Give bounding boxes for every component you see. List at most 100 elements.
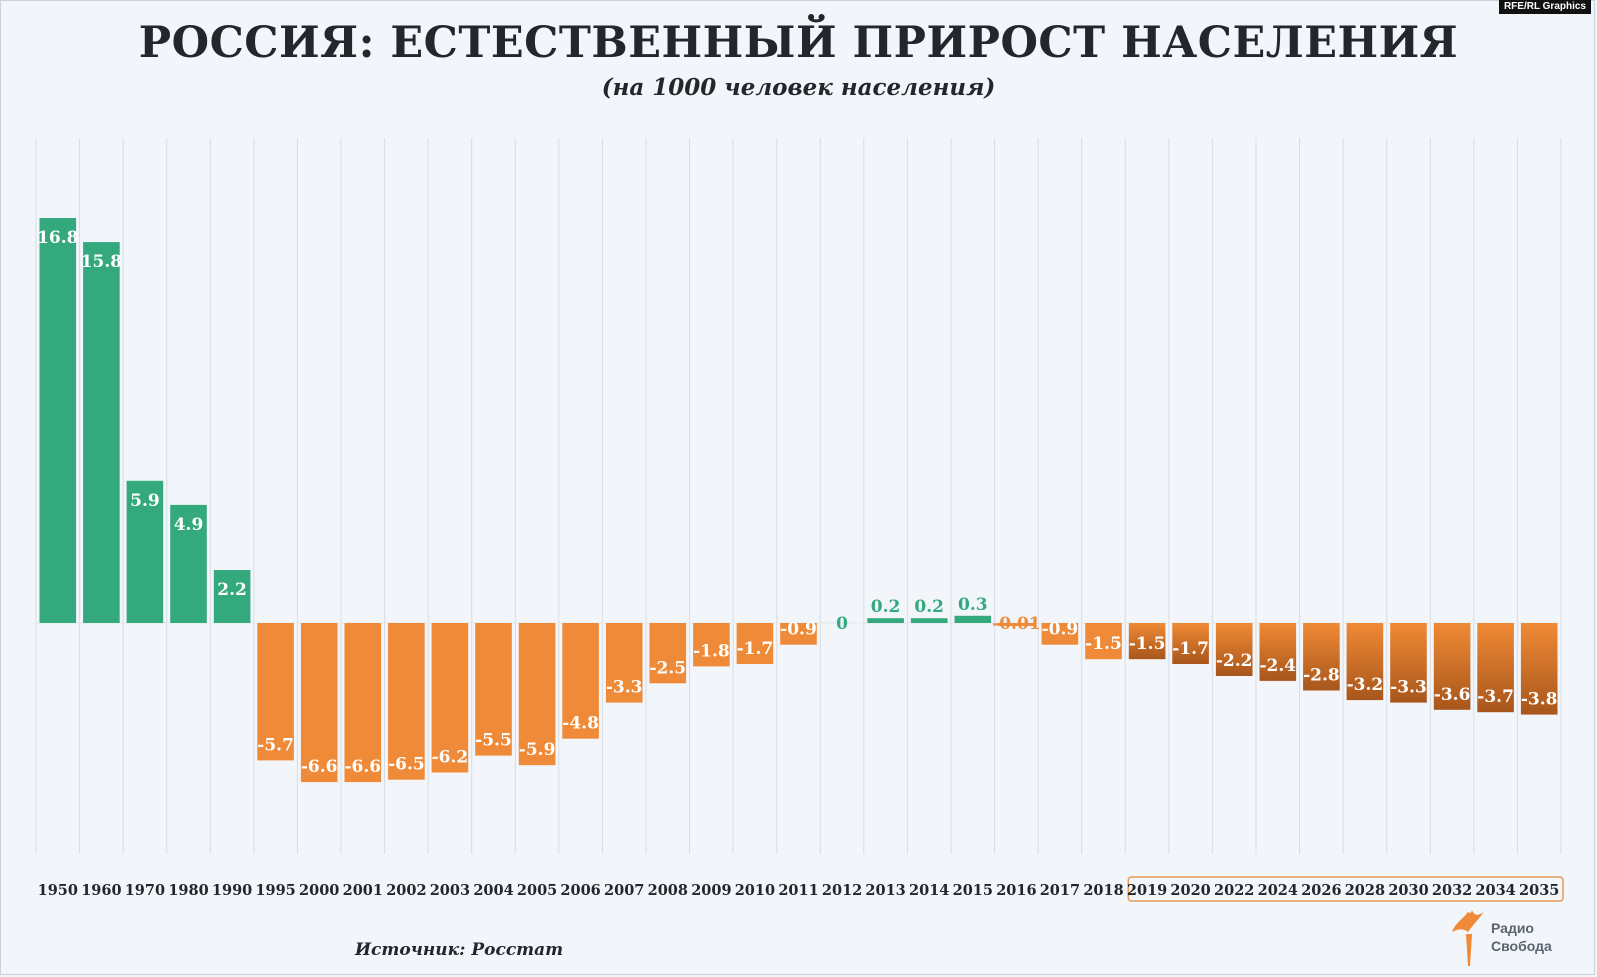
value-label-2017: -0.9 bbox=[1042, 620, 1079, 640]
logo-text: Радио Свобода bbox=[1491, 919, 1552, 955]
bar-2019 bbox=[1128, 623, 1166, 660]
chart-title: РОССИЯ: ЕСТЕСТВЕННЫЙ ПРИРОСТ НАСЕЛЕНИЯ bbox=[138, 18, 1459, 68]
x-tick-2020: 2020 bbox=[1170, 882, 1210, 899]
value-labels: 16.815.8 5.9 4.9 2.2 -5.7 -6.6 -6.6 -6.5 -6.2 -5.… bbox=[37, 228, 1557, 777]
bar-1960 bbox=[83, 242, 120, 623]
bar-2030 bbox=[1390, 623, 1427, 703]
bar-1980 bbox=[170, 504, 207, 623]
bar-1995 bbox=[257, 623, 294, 761]
x-tick-2012: 2012 bbox=[822, 882, 862, 899]
bar-1950 bbox=[39, 218, 77, 623]
x-tick-1950: 1950 bbox=[38, 882, 78, 899]
value-label-2005: -5.9 bbox=[519, 740, 556, 760]
value-label-2004: -5.5 bbox=[475, 731, 512, 751]
x-tick-2010: 2010 bbox=[735, 882, 775, 899]
x-tick-2019: 2019 bbox=[1127, 882, 1167, 899]
bar-2001 bbox=[344, 623, 382, 783]
bar-2004 bbox=[475, 623, 512, 756]
x-tick-2035: 2035 bbox=[1519, 882, 1559, 899]
x-tick-2005: 2005 bbox=[517, 882, 557, 899]
value-label-2000: -6.6 bbox=[301, 757, 338, 777]
x-tick-2011: 2011 bbox=[778, 882, 818, 899]
bar-2024 bbox=[1259, 623, 1297, 681]
chart-subtitle: (на 1000 человек населения) bbox=[601, 74, 996, 101]
value-label-2001: -6.6 bbox=[344, 757, 381, 777]
bar-2011 bbox=[780, 623, 817, 645]
x-tick-1970: 1970 bbox=[125, 882, 165, 899]
bars bbox=[39, 218, 1558, 783]
bar-2022 bbox=[1215, 623, 1253, 676]
x-tick-2002: 2002 bbox=[386, 882, 426, 899]
grid-lines bbox=[35, 138, 1562, 854]
x-tick-2009: 2009 bbox=[691, 882, 731, 899]
x-tick-2016: 2016 bbox=[996, 882, 1036, 899]
x-tick-2034: 2034 bbox=[1475, 882, 1515, 899]
value-label-2007: -3.3 bbox=[606, 678, 643, 698]
bar-2034 bbox=[1477, 623, 1514, 713]
source-note: Источник: Росстат bbox=[355, 940, 564, 960]
bar-2032 bbox=[1433, 623, 1471, 710]
value-label-2022: -2.2 bbox=[1216, 651, 1253, 671]
bar-2010 bbox=[736, 623, 774, 664]
value-label-2024: -2.4 bbox=[1259, 656, 1296, 676]
value-label-2028: -3.2 bbox=[1347, 675, 1384, 695]
torch-icon bbox=[1452, 910, 1484, 966]
x-tick-2000: 2000 bbox=[299, 882, 339, 899]
x-tick-2007: 2007 bbox=[604, 882, 644, 899]
bar-2005 bbox=[518, 623, 556, 766]
value-label-2008: -2.5 bbox=[649, 658, 686, 678]
value-label-2010: -1.7 bbox=[737, 639, 774, 659]
bar-2018 bbox=[1085, 623, 1122, 660]
value-label-2014: 0.2 bbox=[914, 597, 944, 617]
forecast-years-box bbox=[1127, 876, 1564, 902]
bar-2028 bbox=[1346, 623, 1384, 701]
value-label-2015: 0.3 bbox=[958, 595, 988, 615]
bar-2026 bbox=[1303, 623, 1340, 691]
x-tick-2024: 2024 bbox=[1258, 882, 1298, 899]
bar-2009 bbox=[693, 623, 730, 667]
bar-2017 bbox=[1041, 623, 1079, 645]
bar-2008 bbox=[649, 623, 687, 684]
value-label-1950: 16.8 bbox=[37, 228, 78, 248]
bar-2003 bbox=[431, 623, 469, 773]
value-label-2002: -6.5 bbox=[388, 755, 425, 775]
x-tick-2030: 2030 bbox=[1388, 882, 1428, 899]
bar-2035 bbox=[1520, 623, 1558, 715]
x-tick-2032: 2032 bbox=[1432, 882, 1472, 899]
value-label-2034: -3.7 bbox=[1477, 687, 1514, 707]
value-label-2026: -2.8 bbox=[1303, 666, 1340, 686]
credit-badge: RFE/RL Graphics bbox=[1498, 0, 1591, 14]
logo-line-2: Свобода bbox=[1491, 938, 1552, 954]
x-tick-1995: 1995 bbox=[255, 882, 295, 899]
x-tick-2017: 2017 bbox=[1040, 882, 1080, 899]
value-label-2030: -3.3 bbox=[1390, 678, 1427, 698]
bar-2014 bbox=[910, 618, 948, 623]
x-tick-1960: 1960 bbox=[81, 882, 121, 899]
bar-1970 bbox=[126, 480, 164, 623]
value-label-2013: 0.2 bbox=[871, 597, 901, 617]
x-tick-2028: 2028 bbox=[1345, 882, 1385, 899]
value-label-1990: 2.2 bbox=[217, 580, 247, 600]
bar-1990 bbox=[213, 570, 251, 623]
value-label-2019: -1.5 bbox=[1129, 634, 1166, 654]
x-tick-2014: 2014 bbox=[909, 882, 949, 899]
bar-2006 bbox=[562, 623, 599, 739]
x-tick-2026: 2026 bbox=[1301, 882, 1341, 899]
x-tick-2001: 2001 bbox=[343, 882, 383, 899]
value-label-2009: -1.8 bbox=[693, 641, 730, 661]
value-label-2020: -1.7 bbox=[1172, 639, 1209, 659]
bar-2020 bbox=[1172, 623, 1209, 664]
x-tick-2022: 2022 bbox=[1214, 882, 1254, 899]
bar-2013 bbox=[867, 618, 904, 623]
value-label-2003: -6.2 bbox=[432, 748, 469, 768]
value-label-2006: -4.8 bbox=[562, 714, 599, 734]
x-tick-2013: 2013 bbox=[865, 882, 905, 899]
value-label-2011: -0.9 bbox=[780, 620, 817, 640]
value-label-2035: -3.8 bbox=[1521, 690, 1558, 710]
x-tick-1990: 1990 bbox=[212, 882, 252, 899]
x-tick-1980: 1980 bbox=[168, 882, 208, 899]
value-label-2012: 0 bbox=[836, 614, 848, 634]
value-label-1995: -5.7 bbox=[257, 735, 294, 755]
